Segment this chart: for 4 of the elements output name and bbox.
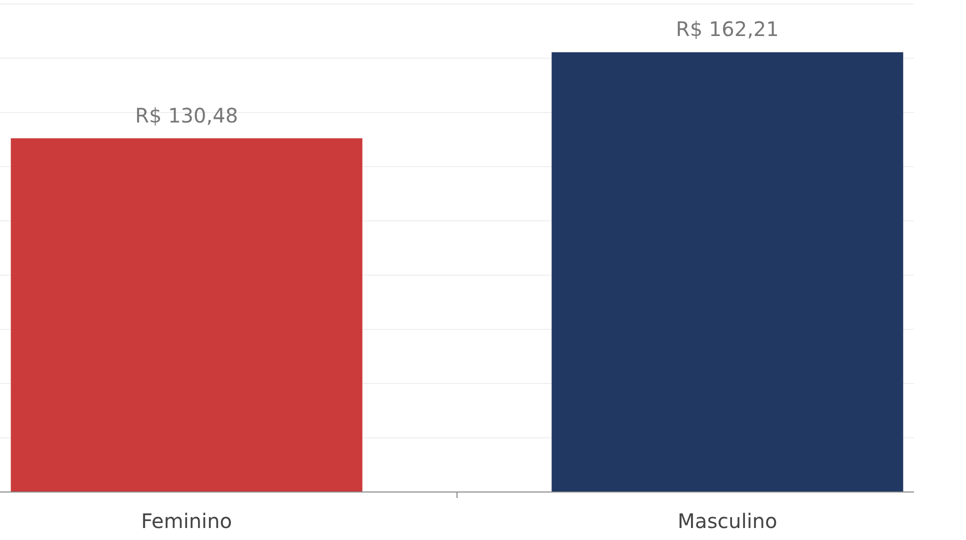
x-tick-label: Masculino: [678, 509, 778, 533]
x-tick-label: Feminino: [141, 509, 232, 533]
data-label: R$ 130,48: [135, 103, 238, 128]
data-label: R$ 162,21: [676, 17, 779, 42]
